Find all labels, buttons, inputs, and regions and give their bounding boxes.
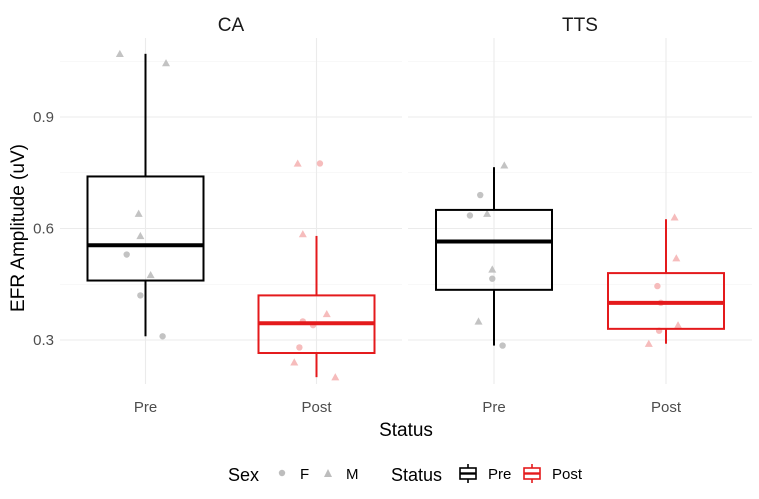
legend-key-triangle: [324, 469, 332, 477]
legend: Sex F M Status Pre Post: [228, 464, 583, 485]
boxplot-post: [257, 235, 376, 378]
y-tick-label: 0.3: [33, 332, 54, 349]
legend-label-post: Post: [552, 466, 583, 483]
data-point-m: [293, 159, 302, 167]
boxplot-post: [607, 219, 725, 344]
data-point-f: [296, 344, 303, 351]
y-tick-label: 0.6: [33, 221, 54, 238]
data-point-m: [488, 265, 497, 273]
legend-key-box-pre: [459, 464, 477, 483]
data-point-f: [466, 212, 474, 219]
data-point-m: [474, 317, 483, 325]
data-point-f: [137, 292, 144, 299]
data-point-m: [146, 270, 155, 279]
legend-label-m: M: [346, 466, 359, 483]
data-point-f: [316, 160, 324, 167]
tick-layer: Pre Post Pre Post 0.3 0.6 0.9: [33, 109, 682, 416]
legend-key-box-post: [523, 464, 541, 483]
facet-title: CA: [218, 15, 245, 36]
data-point-m: [670, 213, 679, 221]
x-tick-label: Post: [651, 399, 682, 416]
boxplot-pre: [86, 53, 205, 337]
data-point-m: [672, 254, 681, 262]
point-layer: [115, 49, 683, 381]
x-tick-label: Pre: [482, 399, 505, 416]
y-tick-label: 0.9: [33, 109, 54, 126]
data-point-f: [123, 251, 130, 258]
data-point-m: [644, 339, 653, 347]
legend-status-title: Status: [391, 465, 442, 485]
x-tick-label: Pre: [134, 399, 157, 416]
legend-label-pre: Pre: [488, 466, 511, 483]
boxplot-pre: [435, 167, 553, 346]
data-point-f: [489, 275, 496, 282]
data-point-f: [499, 342, 506, 349]
data-point-m: [136, 231, 145, 240]
legend-sex-title: Sex: [228, 465, 259, 485]
data-point-m: [290, 358, 299, 366]
box-layer: [86, 53, 725, 378]
data-point-m: [322, 309, 331, 318]
facet-title: TTS: [562, 15, 598, 36]
data-point-m: [483, 209, 492, 217]
y-axis-title: EFR Amplitude (uV): [8, 144, 29, 312]
legend-key-circle: [278, 469, 286, 477]
x-axis-title: Status: [379, 420, 433, 441]
box-iqr: [86, 175, 205, 282]
data-point-m: [162, 59, 171, 67]
data-point-f: [159, 333, 166, 340]
x-tick-label: Post: [301, 399, 332, 416]
data-point-m: [331, 373, 340, 381]
data-point-m: [500, 161, 509, 169]
data-point-m: [674, 321, 683, 329]
facet-titles: CA TTS: [218, 15, 598, 36]
grid-layer: [60, 38, 752, 384]
box-iqr: [435, 208, 553, 291]
data-point-m: [134, 209, 143, 217]
data-point-m: [115, 49, 124, 58]
data-point-f: [654, 282, 661, 290]
data-point-m: [298, 230, 307, 238]
legend-label-f: F: [300, 466, 309, 483]
data-point-f: [477, 191, 484, 199]
